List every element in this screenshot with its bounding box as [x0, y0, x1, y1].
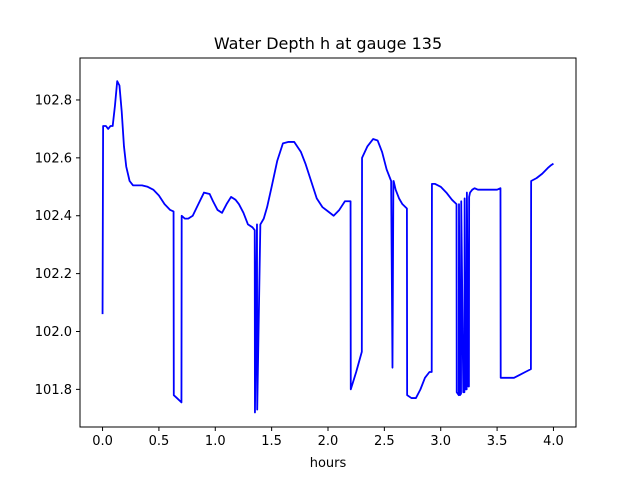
y-tick-label: 102.6	[35, 151, 72, 166]
x-tick-label: 2.0	[318, 434, 339, 449]
x-tick-label: 3.5	[487, 434, 508, 449]
y-tick-label: 102.0	[35, 325, 72, 340]
y-tick-label: 101.8	[35, 383, 72, 398]
x-tick-label: 4.0	[543, 434, 564, 449]
chart-title: Water Depth h at gauge 135	[214, 34, 442, 53]
y-tick-label: 102.8	[35, 93, 72, 108]
y-tick-label: 102.4	[35, 209, 72, 224]
x-tick-label: 1.5	[261, 434, 282, 449]
x-tick-label: 3.0	[430, 434, 451, 449]
y-tick-label: 102.2	[35, 267, 72, 282]
x-tick-label: 1.0	[205, 434, 226, 449]
y-axis: 101.8 102.0 102.2 102.4 102.6 102.8	[35, 93, 80, 398]
x-axis: 0.0 0.5 1.0 1.5 2.0 2.5 3.0 3.5 4.0	[92, 427, 564, 449]
x-tick-label: 0.0	[92, 434, 113, 449]
series-line	[101, 80, 554, 414]
x-axis-label: hours	[310, 456, 347, 471]
x-tick-label: 2.5	[374, 434, 395, 449]
x-tick-label: 0.5	[149, 434, 170, 449]
